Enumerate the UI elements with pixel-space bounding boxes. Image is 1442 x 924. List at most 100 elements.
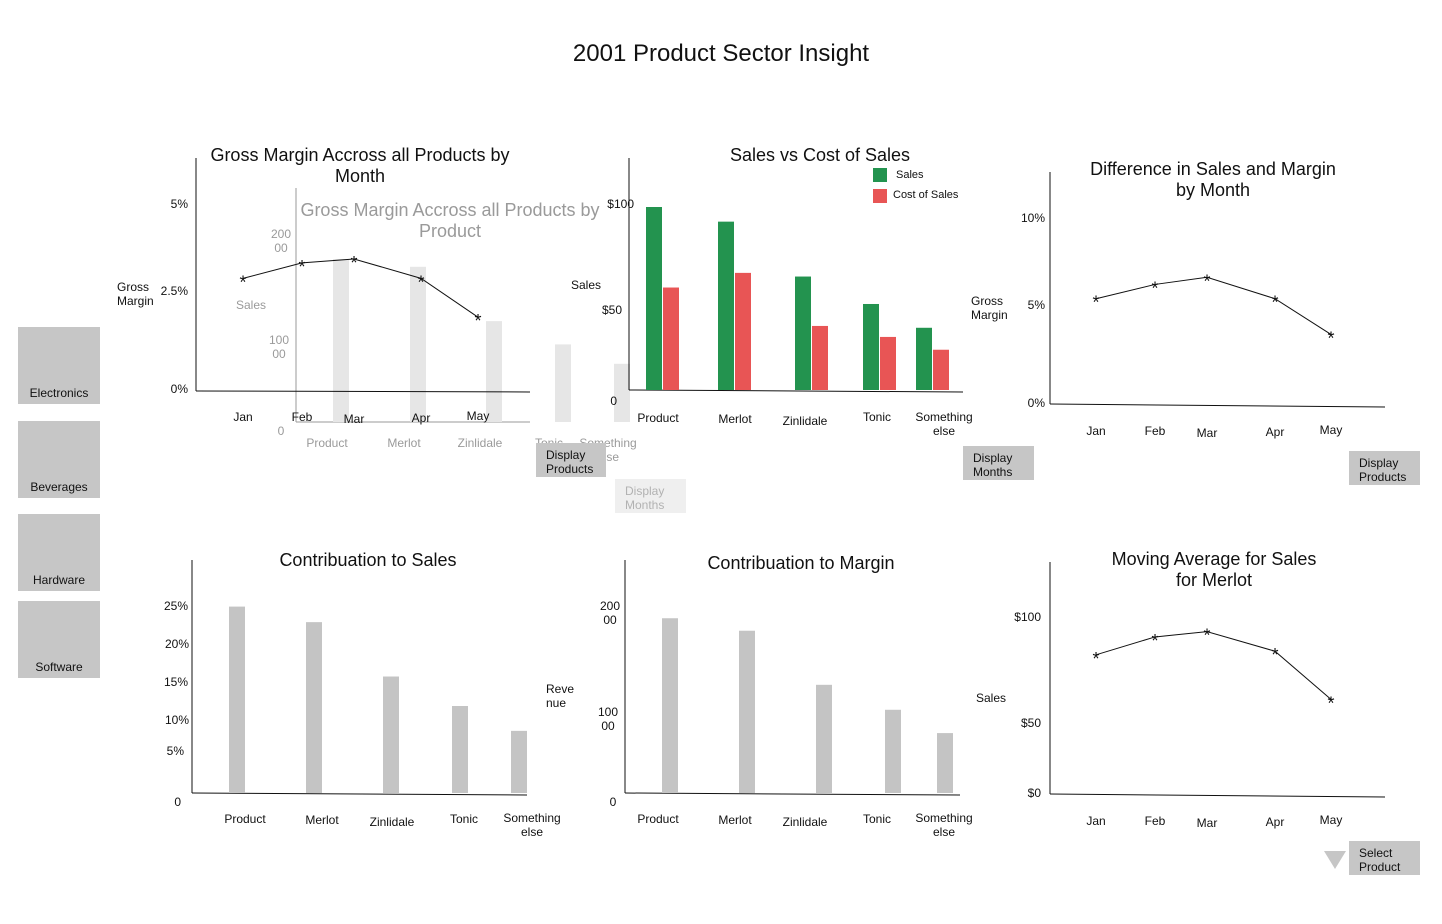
- cost-of-sales-bar: [880, 336, 896, 390]
- y-tick-label: 0%: [1028, 396, 1046, 410]
- legend-label-cost: Cost of Sales: [893, 189, 959, 201]
- x-tick-label: May: [1320, 813, 1343, 827]
- y-tick-label: 10%: [1021, 211, 1045, 225]
- legend-swatch-cost: [873, 189, 887, 203]
- ghost-bar: [614, 363, 630, 422]
- bar: [229, 606, 245, 793]
- data-point-marker: *: [239, 272, 246, 292]
- cost-of-sales-bar: [812, 325, 828, 390]
- x-tick-label: Zinlidale: [783, 815, 828, 829]
- chart-title-difference: Difference in Sales and Margin by Month: [1090, 159, 1336, 200]
- x-tick-label: Feb: [292, 410, 313, 424]
- x-tick-label: May: [467, 409, 490, 423]
- chart-title-contribution-margin: Contribuation to Margin: [707, 553, 895, 573]
- legend-swatch-sales: [873, 168, 887, 182]
- ghost-y-axis-label: Sales: [236, 298, 267, 312]
- display-products-button[interactable]: Display Products: [1349, 451, 1420, 485]
- y-tick-label: $100: [1014, 610, 1041, 624]
- x-tick-label: Product: [637, 812, 679, 826]
- x-tick-label: Feb: [1145, 424, 1166, 438]
- sales-bar: [646, 207, 662, 390]
- x-tick-label: Merlot: [305, 813, 339, 827]
- ghost-y-tick-label: 100 00: [269, 333, 289, 361]
- display-months-ghost-button[interactable]: Display Months: [615, 479, 686, 513]
- sidebar-item-electronics[interactable]: Electronics: [18, 327, 100, 404]
- display-products-button[interactable]: Display Products: [536, 443, 606, 477]
- sales-bar: [863, 303, 879, 390]
- y-axis-label: Revenue: [546, 682, 575, 710]
- sidebar-item-software[interactable]: Software: [18, 601, 100, 678]
- chevron-down-icon[interactable]: [1324, 851, 1346, 869]
- chart-title-contribution-sales: Contribuation to Sales: [279, 550, 457, 570]
- data-point-marker: *: [474, 311, 481, 331]
- x-tick-label: Something else: [915, 410, 972, 438]
- y-tick-label: $50: [1021, 716, 1041, 730]
- ghost-bar: [410, 266, 426, 422]
- sales-bar: [718, 221, 734, 390]
- y-tick-label: $100: [607, 197, 634, 211]
- ghost-x-tick-label: Product: [306, 436, 348, 450]
- y-tick-label: 100 00: [598, 705, 618, 733]
- bar: [452, 706, 468, 793]
- data-point-marker: *: [1271, 293, 1278, 313]
- ghost-y-tick-label: 0: [278, 424, 285, 438]
- x-axis: [628, 389, 964, 393]
- data-point-marker: *: [1092, 649, 1099, 669]
- y-tick-label: $0: [1028, 786, 1042, 800]
- series-line: [1095, 631, 1332, 700]
- x-tick-label: Something else: [503, 811, 560, 839]
- y-tick-label: 0: [610, 795, 617, 809]
- y-tick-label: 2.5%: [161, 284, 189, 298]
- x-tick-label: Tonic: [863, 410, 891, 424]
- data-point-marker: *: [1151, 631, 1158, 651]
- sidebar-item-beverages[interactable]: Beverages: [18, 421, 100, 498]
- sidebar-item-label: Electronics: [29, 386, 89, 400]
- cost-of-sales-bar: [735, 272, 751, 390]
- display-months-button[interactable]: Display Months: [963, 446, 1034, 480]
- data-point-marker: *: [1092, 293, 1099, 313]
- x-axis: [1049, 793, 1386, 798]
- chart-title-sales-vs-cost: Sales vs Cost of Sales: [729, 145, 911, 165]
- bar: [306, 622, 322, 793]
- y-tick-label: 5%: [171, 197, 189, 211]
- x-axis: [1049, 403, 1386, 408]
- x-tick-label: Zinlidale: [370, 815, 415, 829]
- sidebar-item-label: Hardware: [32, 573, 86, 587]
- x-axis: [191, 792, 528, 796]
- x-tick-label: Jan: [1086, 424, 1105, 438]
- x-tick-label: Mar: [344, 412, 365, 426]
- x-tick-label: Mar: [1197, 816, 1218, 830]
- bar: [662, 618, 678, 793]
- x-tick-label: Jan: [1086, 814, 1105, 828]
- data-point-marker: *: [1327, 328, 1334, 348]
- select-product-button[interactable]: Select Product: [1349, 841, 1420, 875]
- data-point-marker: *: [350, 253, 357, 273]
- x-tick-label: Merlot: [718, 412, 752, 426]
- bar: [383, 676, 399, 793]
- x-tick-label: Tonic: [450, 812, 478, 826]
- y-tick-label: 0%: [171, 382, 189, 396]
- y-axis-label: Gross Margin: [971, 294, 1008, 322]
- y-tick-label: 0: [610, 394, 617, 408]
- ghost-x-tick-label: Zinlidale: [458, 436, 503, 450]
- chart-title-gross-margin: Gross Margin Accross all Products by Mon…: [210, 145, 510, 186]
- y-tick-label: $50: [602, 303, 622, 317]
- y-tick-label: 25%: [164, 599, 188, 613]
- x-axis: [195, 390, 531, 393]
- x-tick-label: Apr: [412, 411, 431, 425]
- bar: [885, 709, 901, 793]
- series-line: [242, 258, 479, 318]
- legend-label-sales: Sales: [896, 169, 924, 181]
- cost-of-sales-bar: [933, 349, 949, 390]
- x-tick-label: Product: [637, 411, 679, 425]
- ghost-x-tick-label: Merlot: [387, 436, 421, 450]
- x-tick-label: Zinlidale: [783, 414, 828, 428]
- cost-of-sales-bar: [663, 287, 679, 390]
- x-tick-label: Feb: [1145, 814, 1166, 828]
- y-axis-label: Sales: [571, 278, 602, 292]
- x-tick-label: Apr: [1266, 815, 1285, 829]
- sidebar-item-hardware[interactable]: Hardware: [18, 514, 100, 591]
- data-point-marker: *: [1203, 271, 1210, 291]
- ghost-bar: [486, 321, 502, 422]
